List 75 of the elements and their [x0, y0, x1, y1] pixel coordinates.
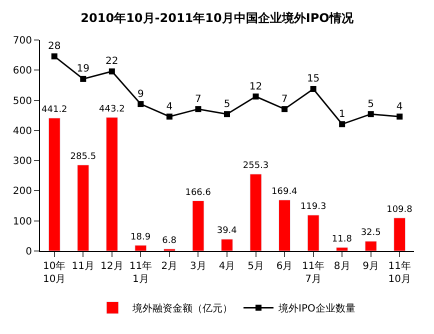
data-label: 7	[195, 94, 202, 105]
bar	[106, 117, 118, 251]
x-tick-label: 11年 10月	[388, 260, 411, 285]
data-label: 4	[166, 101, 173, 112]
x-tick-label: 11年 1月	[129, 260, 152, 285]
point	[224, 111, 230, 118]
data-label: 119.3	[300, 202, 326, 212]
data-label: 22	[106, 56, 118, 68]
point	[195, 106, 202, 112]
y-tick-label: 700	[12, 36, 32, 46]
data-label: 5	[368, 98, 374, 110]
y-tick-label: 100	[12, 216, 32, 228]
x-tick-label: 2月	[161, 261, 178, 272]
bar	[394, 218, 406, 251]
y-tick-label: 300	[12, 156, 32, 168]
point	[80, 76, 86, 82]
y-tick-label: 600	[12, 66, 32, 77]
data-label: 39.4	[216, 226, 238, 236]
x-tick-label: 11年 7月	[302, 260, 325, 285]
y-tick-label: 0	[26, 246, 32, 258]
point	[51, 53, 58, 60]
point	[108, 68, 115, 74]
point	[310, 86, 316, 92]
x-tick-label: 9月	[362, 261, 380, 272]
data-label: 12	[249, 81, 262, 92]
data-label: 109.8	[386, 204, 413, 215]
data-label: 32.5	[360, 228, 381, 238]
x-tick-label: 10年 10月	[43, 260, 66, 285]
point	[166, 114, 172, 120]
x-tick-label: 3月	[190, 261, 206, 272]
data-label: 169.4	[272, 186, 298, 197]
data-label: 28	[48, 41, 61, 52]
data-label: 9	[138, 88, 144, 100]
x-tick-label: 12月	[100, 261, 124, 272]
data-label: 19	[76, 64, 90, 75]
data-label: 255.3	[242, 161, 269, 172]
bar	[48, 118, 60, 251]
legend-label: 境外IPO企业数量	[278, 302, 356, 315]
bar	[278, 200, 291, 251]
bar	[364, 240, 377, 251]
bar	[134, 245, 147, 251]
data-label: 18.9	[130, 232, 151, 242]
x-tick-label: 8月	[334, 261, 350, 272]
bar	[221, 238, 233, 251]
point	[368, 111, 374, 118]
bar	[77, 164, 90, 251]
data-label: 285.5	[70, 152, 96, 162]
data-label: 166.6	[185, 188, 212, 198]
chart-title: 2010年10月-2011年10月中国企业境外IPO情况	[80, 10, 354, 25]
data-label: 443.2	[99, 104, 125, 114]
data-label: 4	[396, 101, 403, 112]
point	[396, 114, 403, 120]
data-label: 6.8	[162, 236, 177, 246]
legend-label: 境外融资金额（亿元）	[132, 302, 232, 315]
bar	[307, 214, 320, 251]
point	[252, 94, 259, 100]
x-tick-label: 6月	[276, 261, 293, 272]
point	[339, 121, 346, 128]
y-tick-label: 400	[12, 126, 32, 137]
data-label: 441.2	[42, 105, 68, 116]
data-label: 15	[306, 74, 320, 85]
y-tick-label: 500	[12, 96, 32, 107]
point	[282, 106, 288, 112]
data-label: 11.8	[332, 234, 352, 244]
bar	[192, 200, 204, 251]
data-label: 7	[281, 94, 288, 105]
point	[138, 101, 144, 108]
y-tick-label: 200	[12, 186, 32, 198]
data-label: 1	[338, 108, 346, 120]
bar	[336, 247, 348, 251]
x-tick-label: 4月	[218, 261, 236, 272]
x-tick-label: 5月	[248, 261, 264, 272]
bar	[250, 174, 262, 251]
x-tick-label: 11月	[72, 261, 95, 272]
data-label: 5	[224, 98, 230, 110]
